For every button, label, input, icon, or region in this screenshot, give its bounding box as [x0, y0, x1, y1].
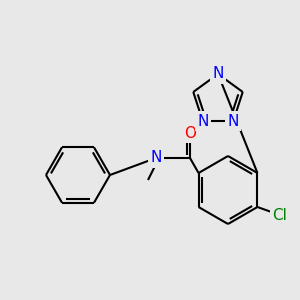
Text: N: N [150, 151, 162, 166]
Text: O: O [184, 125, 196, 140]
Text: Cl: Cl [272, 208, 287, 223]
Text: N: N [228, 113, 239, 128]
Text: N: N [197, 113, 208, 128]
Text: N: N [212, 67, 224, 82]
